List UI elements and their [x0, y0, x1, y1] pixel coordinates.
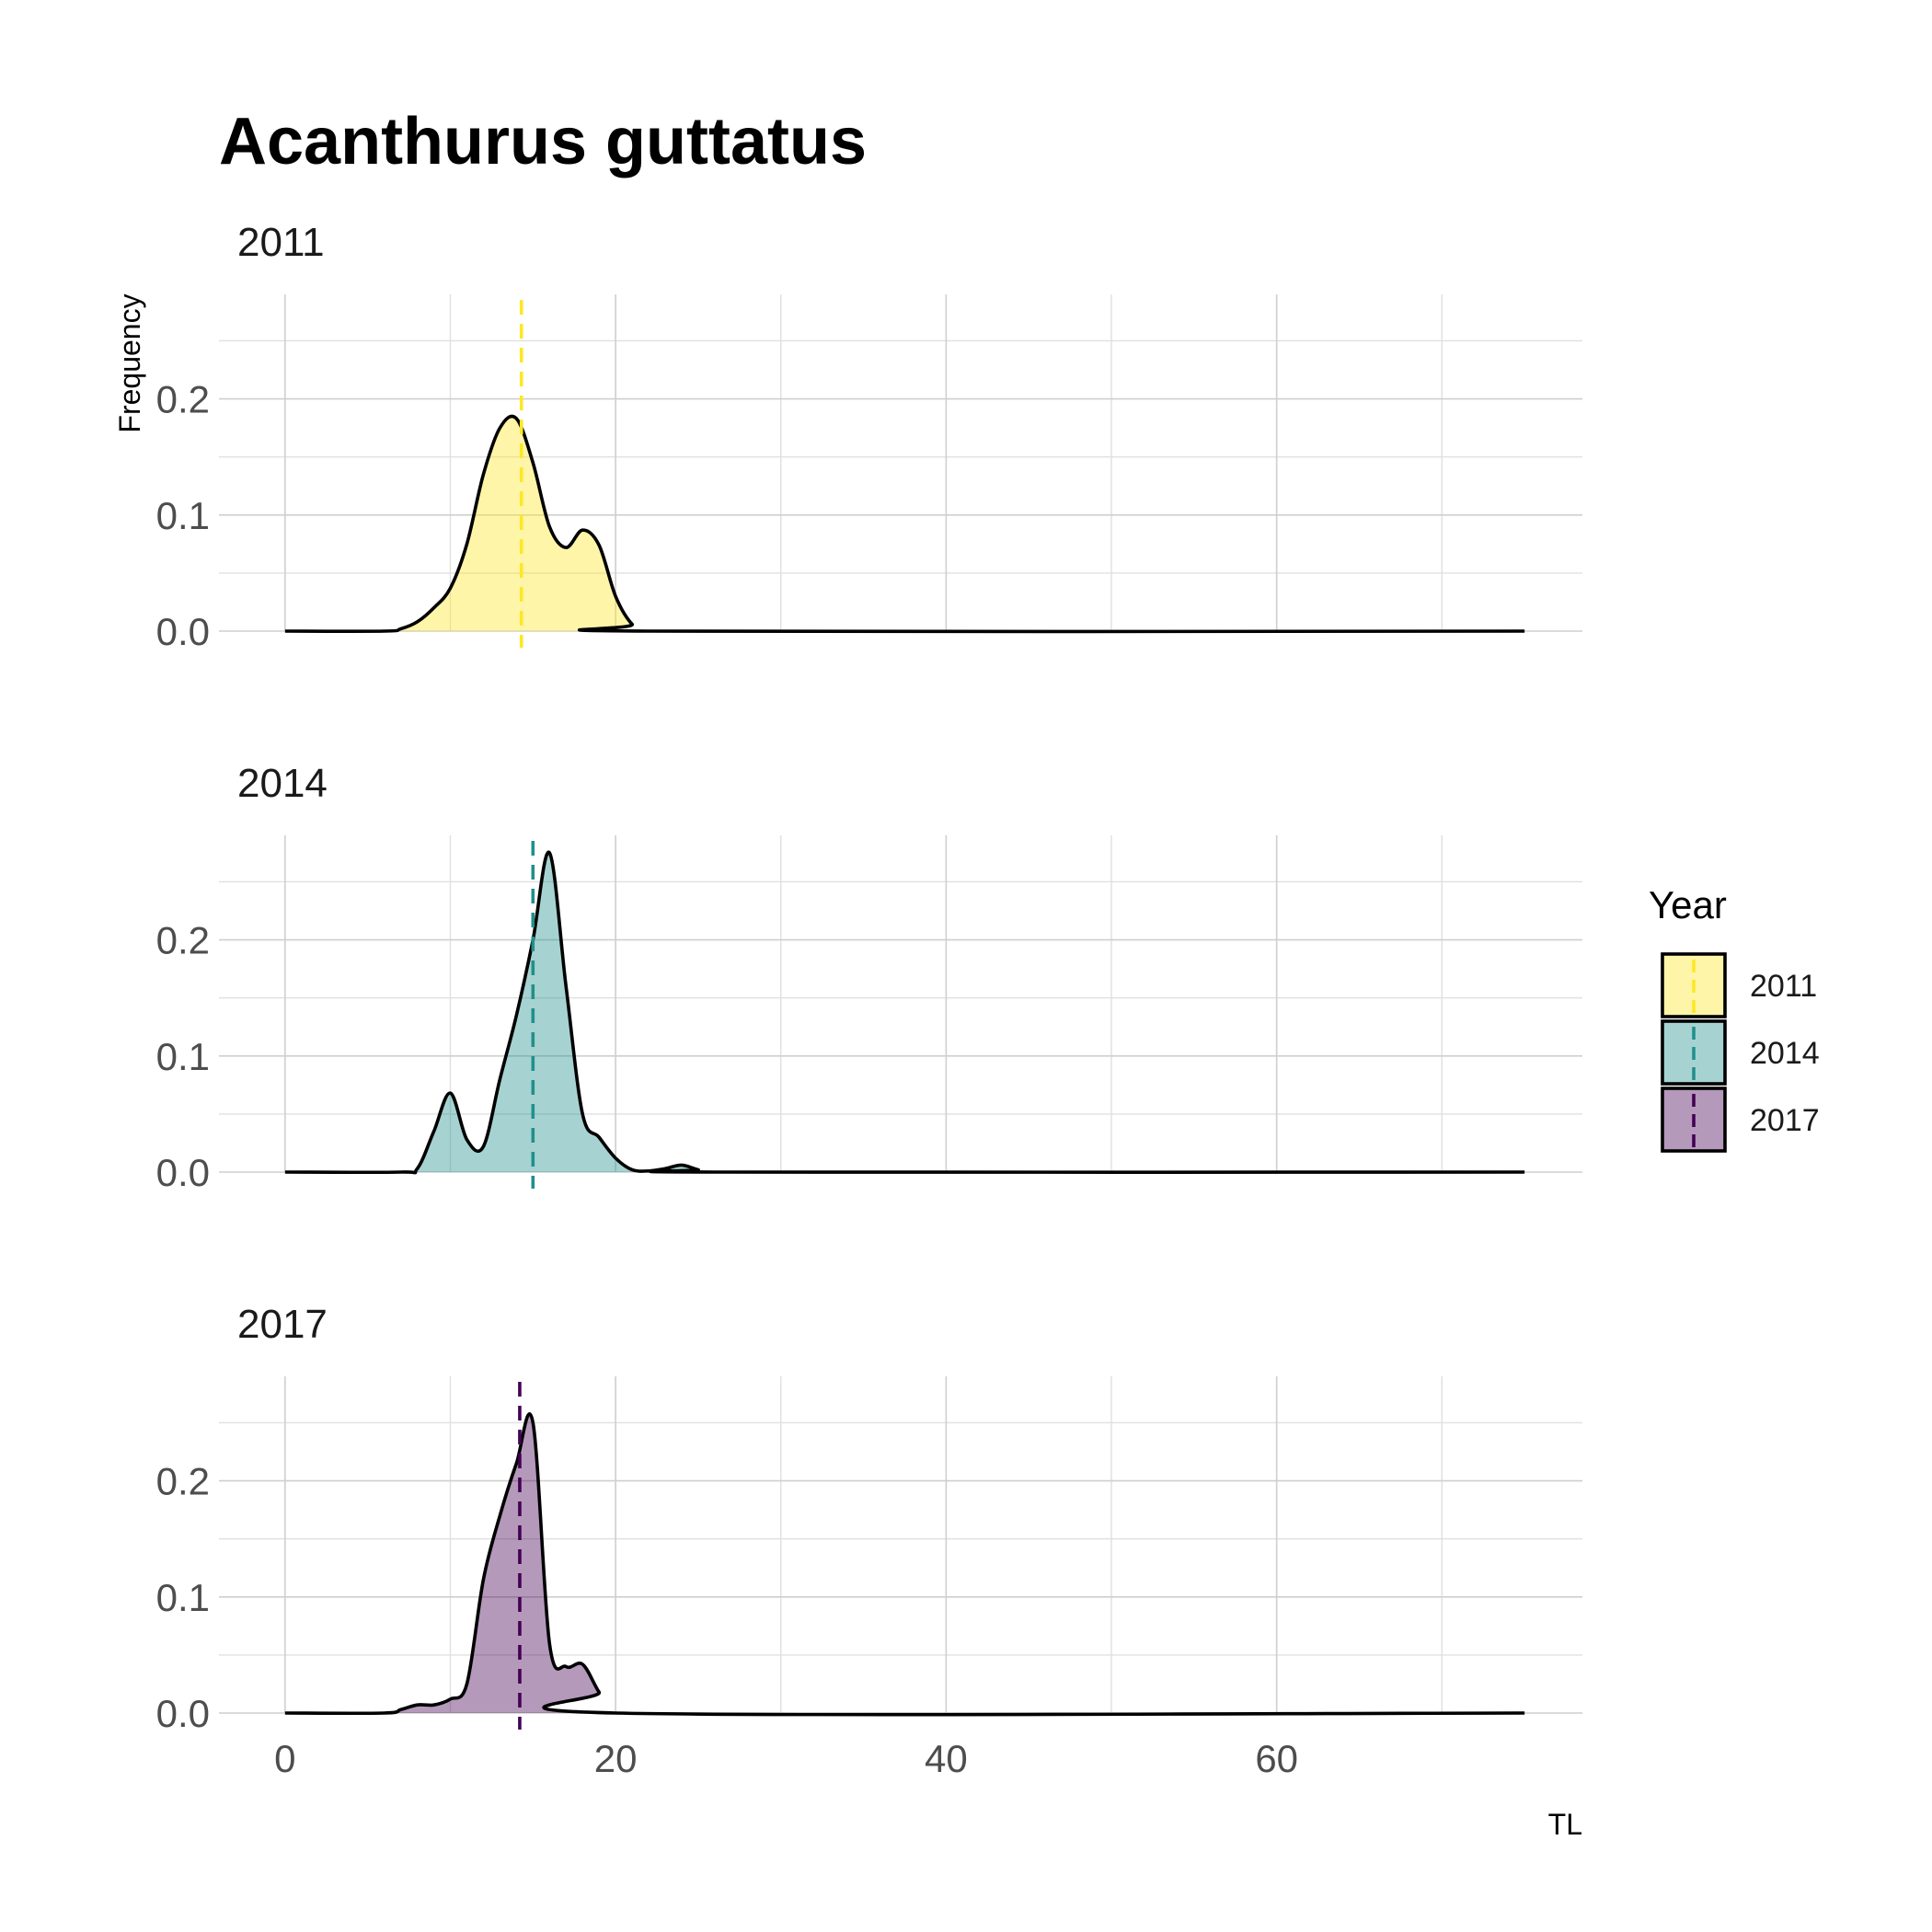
y-tick-label: 0.1 — [156, 1035, 210, 1078]
legend-label: 2014 — [1750, 1036, 1820, 1071]
panel-2017: 0.0 0.1 0.2 2017 0 20 40 60 — [156, 1302, 1582, 1780]
x-tick-label: 60 — [1255, 1737, 1298, 1780]
density-line-2014 — [284, 850, 1525, 1175]
panel-2014: 0.0 0.1 0.2 2014 — [156, 761, 1582, 1194]
legend-item-2014: 2014 — [1661, 1019, 1820, 1086]
y-tick-label: 0.1 — [156, 494, 210, 537]
panels: 0.00.10.220110.00.10.220140.00.10.220170… — [156, 220, 1582, 1780]
density-area-2017 — [284, 1413, 1525, 1715]
x-axis-title: TL — [1548, 1808, 1582, 1841]
legend-label: 2017 — [1750, 1103, 1820, 1138]
legend-item-2017: 2017 — [1661, 1087, 1820, 1153]
legend-title: Year — [1649, 883, 1727, 926]
chart-title: Acanthurus guttatus — [219, 105, 867, 178]
y-tick-label: 0.2 — [156, 1460, 210, 1503]
density-line-2017 — [284, 1412, 1525, 1717]
legend-label: 2011 — [1750, 969, 1817, 1004]
legend-item-2011: 2011 — [1661, 952, 1817, 1018]
x-tick-label: 0 — [274, 1737, 295, 1780]
density-area-2011 — [284, 416, 1525, 632]
y-tick-label: 0.0 — [156, 610, 210, 653]
y-tick-label: 0.1 — [156, 1576, 210, 1619]
density-line-2011 — [284, 414, 1525, 634]
legend: Year 2011 2014 2017 — [1649, 883, 1820, 1153]
x-tick-label: 40 — [925, 1737, 968, 1780]
panel-label: 2014 — [237, 761, 328, 806]
x-tick-label: 20 — [594, 1737, 638, 1780]
y-tick-label: 0.0 — [156, 1151, 210, 1194]
y-axis-title: Frequency — [113, 293, 146, 432]
density-area-2014 — [284, 852, 1525, 1173]
y-tick-label: 0.0 — [156, 1692, 210, 1735]
panel-label: 2017 — [237, 1302, 328, 1347]
panel-label: 2011 — [237, 220, 325, 265]
y-tick-label: 0.2 — [156, 919, 210, 962]
panel-2011: 0.0 0.1 0.2 2011 — [156, 220, 1582, 653]
y-tick-label: 0.2 — [156, 378, 210, 421]
